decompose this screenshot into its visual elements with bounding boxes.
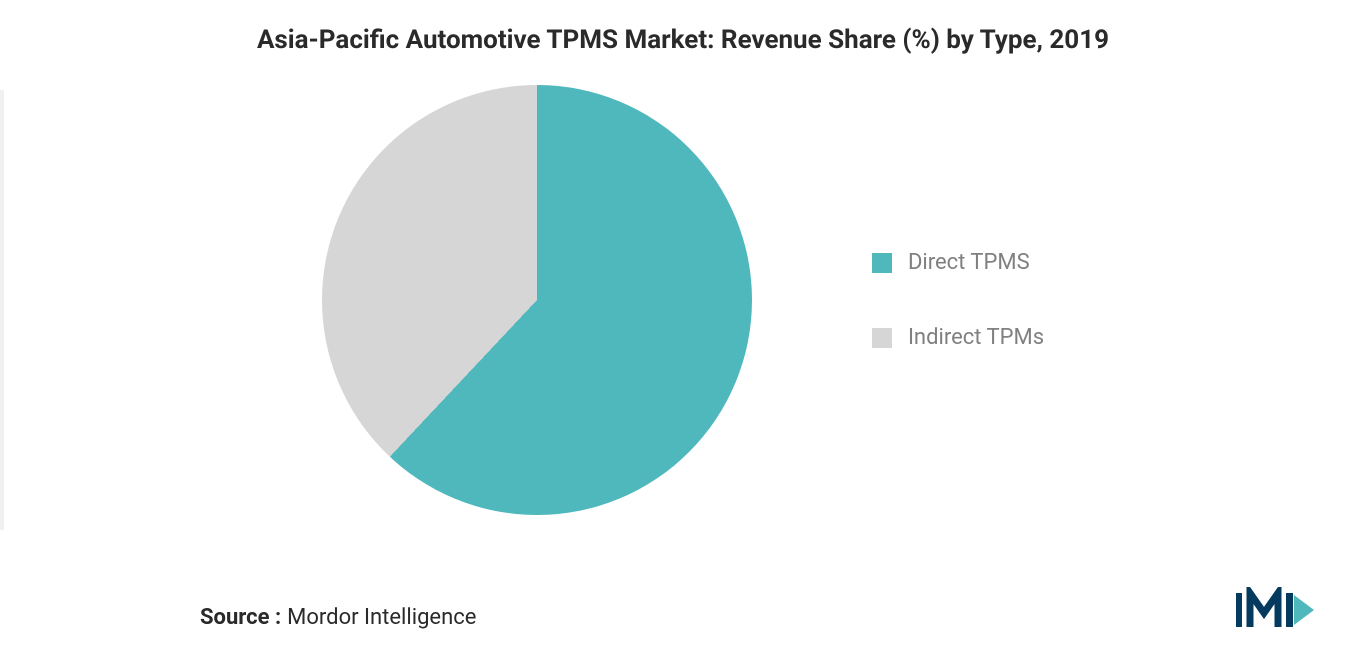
pie-chart bbox=[322, 85, 752, 515]
chart-container: Asia-Pacific Automotive TPMS Market: Rev… bbox=[0, 0, 1366, 655]
source-attribution: Source : Mordor Intelligence bbox=[200, 605, 476, 630]
mordor-logo-icon bbox=[1236, 587, 1316, 633]
side-accent-bar bbox=[0, 90, 4, 530]
pie-chart-wrapper bbox=[322, 85, 752, 515]
legend-label: Indirect TPMs bbox=[908, 325, 1044, 350]
source-value: Mordor Intelligence bbox=[287, 605, 476, 630]
chart-title: Asia-Pacific Automotive TPMS Market: Rev… bbox=[60, 25, 1306, 55]
chart-area: Direct TPMS Indirect TPMs bbox=[60, 85, 1306, 515]
legend-item-direct: Direct TPMS bbox=[872, 250, 1044, 275]
legend-label: Direct TPMS bbox=[908, 250, 1030, 275]
legend-swatch-icon bbox=[872, 328, 892, 348]
chart-legend: Direct TPMS Indirect TPMs bbox=[872, 250, 1044, 350]
legend-swatch-icon bbox=[872, 253, 892, 273]
legend-item-indirect: Indirect TPMs bbox=[872, 325, 1044, 350]
source-label: Source : bbox=[200, 605, 281, 630]
